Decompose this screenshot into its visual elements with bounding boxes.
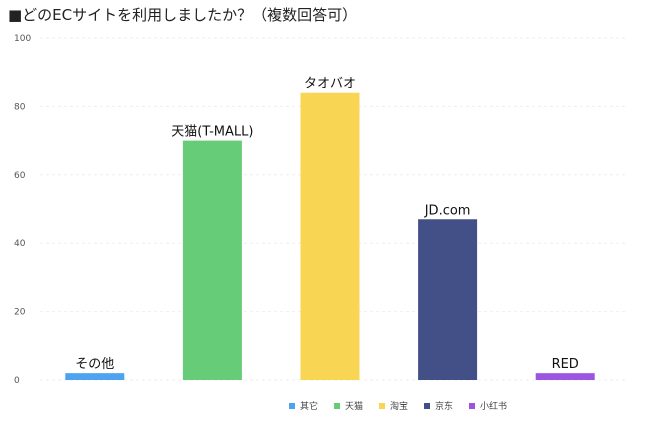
legend-label: 京东 — [435, 400, 453, 412]
legend-swatch — [469, 403, 475, 409]
legend-label: 淘宝 — [390, 400, 408, 412]
y-tick-label: 100 — [14, 34, 31, 44]
legend-swatch — [334, 403, 340, 409]
bar-category-label: RED — [552, 357, 579, 372]
legend-swatch — [379, 403, 385, 409]
bar — [182, 140, 242, 380]
bars — [65, 92, 595, 380]
bar — [418, 219, 478, 380]
y-tick-label: 40 — [14, 239, 26, 249]
bar-category-label: タオバオ — [304, 77, 356, 92]
y-tick-label: 0 — [14, 376, 20, 386]
y-axis-ticks: 0 20 40 60 80 100 — [14, 34, 31, 386]
bar — [300, 92, 360, 380]
bar-labels: その他 天猫(T-MALL) タオバオ JD.com RED — [75, 77, 579, 372]
legend-label: 天猫 — [345, 400, 363, 412]
legend: 其它 天猫 淘宝 京东 小红书 — [289, 400, 507, 412]
y-tick-label: 20 — [14, 308, 26, 318]
y-tick-label: 60 — [14, 171, 26, 181]
bar — [535, 373, 595, 380]
legend-swatch — [424, 403, 430, 409]
bar-category-label: その他 — [75, 357, 114, 372]
y-tick-label: 80 — [14, 102, 26, 112]
bar-category-label: JD.com — [424, 203, 471, 218]
legend-label: 其它 — [300, 400, 318, 412]
bar-category-label: 天猫(T-MALL) — [171, 125, 253, 140]
chart-title: ■どのECサイトを利用しましたか？（複数回答可） — [8, 6, 358, 24]
bar — [65, 373, 125, 380]
legend-label: 小红书 — [480, 400, 507, 412]
legend-swatch — [289, 403, 295, 409]
